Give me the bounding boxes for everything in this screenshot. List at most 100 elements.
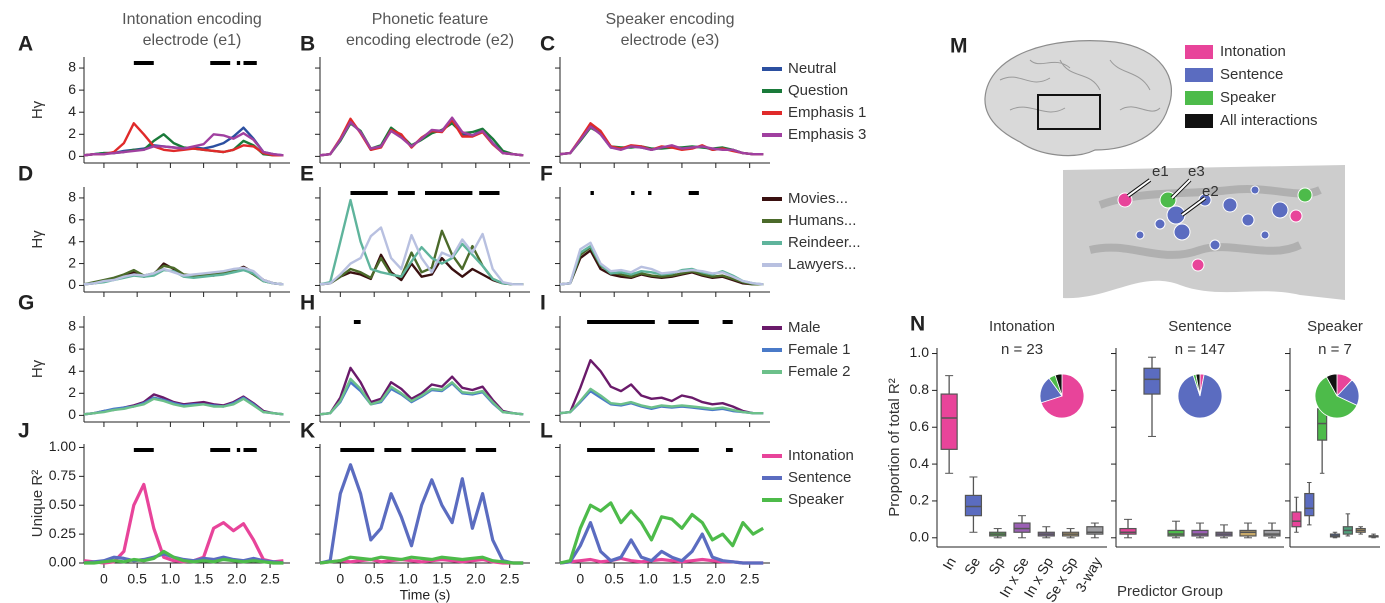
- electrode: [1222, 197, 1238, 213]
- y-tick-label: 0.8: [910, 381, 930, 397]
- column-title: electrode (e3): [621, 32, 720, 49]
- y-tick-label: 0: [68, 276, 76, 292]
- x-tick-label: 1.0: [398, 571, 418, 587]
- pie-slice: [1177, 373, 1223, 419]
- panel-letter: J: [18, 420, 30, 443]
- y-axis-label: Hγ: [29, 359, 46, 378]
- panel-letter: H: [300, 292, 315, 315]
- legend-label: All interactions: [1220, 112, 1318, 129]
- x-tick-label: 0.5: [604, 571, 624, 587]
- electrode: [1191, 258, 1205, 272]
- series-line: [83, 266, 284, 286]
- x-tick-label: 1.5: [194, 571, 214, 587]
- y-tick-label: 4: [68, 232, 76, 248]
- box: [964, 494, 983, 517]
- legend-swatch: [1185, 45, 1213, 59]
- series-line: [319, 198, 524, 286]
- x-axis-label: Time (s): [400, 587, 451, 603]
- x-tick-label: 2.0: [706, 571, 726, 587]
- x-tick-label: 0: [336, 571, 344, 587]
- category-label: Sp: [985, 554, 1008, 577]
- electrode-label: e3: [1188, 163, 1205, 180]
- series-line: [319, 253, 524, 286]
- legend-label: Speaker: [1220, 89, 1276, 106]
- series-line: [559, 359, 764, 415]
- x-axis-label: Predictor Group: [1117, 583, 1223, 600]
- pie-slice: [1195, 373, 1201, 397]
- brain-panel: M: [950, 35, 1345, 300]
- x-tick-label: 0: [576, 571, 584, 587]
- electrode-arrows-inner: [1127, 179, 1206, 216]
- pie-slice: [1054, 373, 1063, 397]
- electrode: [1260, 230, 1270, 240]
- series-line: [84, 549, 284, 565]
- legend-label: Question: [788, 82, 848, 99]
- electrode-label: e1: [1152, 163, 1169, 180]
- y-tick-label: 2: [68, 254, 76, 270]
- panel-letter: A: [18, 33, 33, 56]
- series-line: [319, 366, 524, 416]
- pie-slice: [1314, 376, 1358, 419]
- legend-label: Neutral: [788, 60, 836, 77]
- panel-letter: F: [540, 163, 553, 186]
- x-tick-label: 2.5: [500, 571, 520, 587]
- y-tick-label: 4: [68, 103, 76, 119]
- electrode-label: e2: [1202, 183, 1219, 200]
- legend-label: Female 2: [788, 363, 851, 380]
- y-axis-label: Hγ: [29, 230, 46, 249]
- panel-title: Speaker: [1307, 318, 1363, 335]
- electrode: [1297, 187, 1313, 203]
- column-title: Speaker encoding: [606, 11, 735, 28]
- series-line: [559, 387, 764, 415]
- legend-label: Reindeer...: [788, 234, 861, 251]
- y-tick-label: 8: [68, 59, 76, 75]
- y-tick-label: 0.00: [49, 554, 76, 570]
- legend-label: Humans...: [788, 212, 856, 229]
- y-tick-label: 1.0: [910, 344, 930, 360]
- panel-letter: B: [300, 33, 315, 56]
- x-tick-label: 0: [100, 571, 108, 587]
- x-tick-label: 0.5: [127, 571, 147, 587]
- legend-label: Female 1: [788, 341, 851, 358]
- panel-letter: E: [300, 163, 314, 186]
- panel-letter: I: [540, 292, 546, 315]
- x-tick-label: 1.5: [432, 571, 452, 587]
- electrode: [1241, 213, 1255, 227]
- panel-letter: M: [950, 35, 968, 58]
- y-axis-label: Hγ: [29, 100, 46, 119]
- series-line: [83, 397, 284, 416]
- electrode: [1209, 239, 1221, 251]
- arrow: [1181, 197, 1206, 216]
- panel-letter: C: [540, 33, 555, 56]
- box: [1086, 526, 1104, 535]
- y-tick-label: 0.75: [49, 467, 76, 483]
- series-line: [319, 377, 524, 416]
- box: [1013, 522, 1031, 533]
- y-axis-label: Unique R²: [29, 470, 46, 538]
- box: [1143, 367, 1161, 395]
- y-tick-label: 1.00: [49, 438, 76, 454]
- electrode: [1154, 218, 1166, 230]
- legend-label: Male: [788, 319, 821, 336]
- panel-subtitle: n = 147: [1175, 341, 1225, 358]
- x-tick-label: 2.5: [740, 571, 760, 587]
- legend-label: Emphasis 3: [788, 126, 866, 143]
- y-tick-label: 2: [68, 384, 76, 400]
- brain-outline: [984, 40, 1173, 157]
- electrode: [1135, 230, 1145, 240]
- cortex-folds: [1089, 185, 1322, 259]
- box: [1304, 492, 1315, 517]
- y-tick-label: 0.25: [49, 525, 76, 541]
- y-tick-label: 6: [68, 211, 76, 227]
- y-tick-label: 8: [68, 189, 76, 205]
- panel-letter: D: [18, 163, 33, 186]
- series-line: [83, 482, 284, 565]
- y-tick-label: 6: [68, 340, 76, 356]
- series-line: [319, 463, 524, 565]
- x-tick-label: 2.0: [466, 571, 486, 587]
- y-tick-label: 0: [68, 406, 76, 422]
- electrode-bubbles: [1117, 185, 1313, 272]
- box: [1167, 529, 1185, 537]
- legend-label: Speaker: [788, 491, 844, 508]
